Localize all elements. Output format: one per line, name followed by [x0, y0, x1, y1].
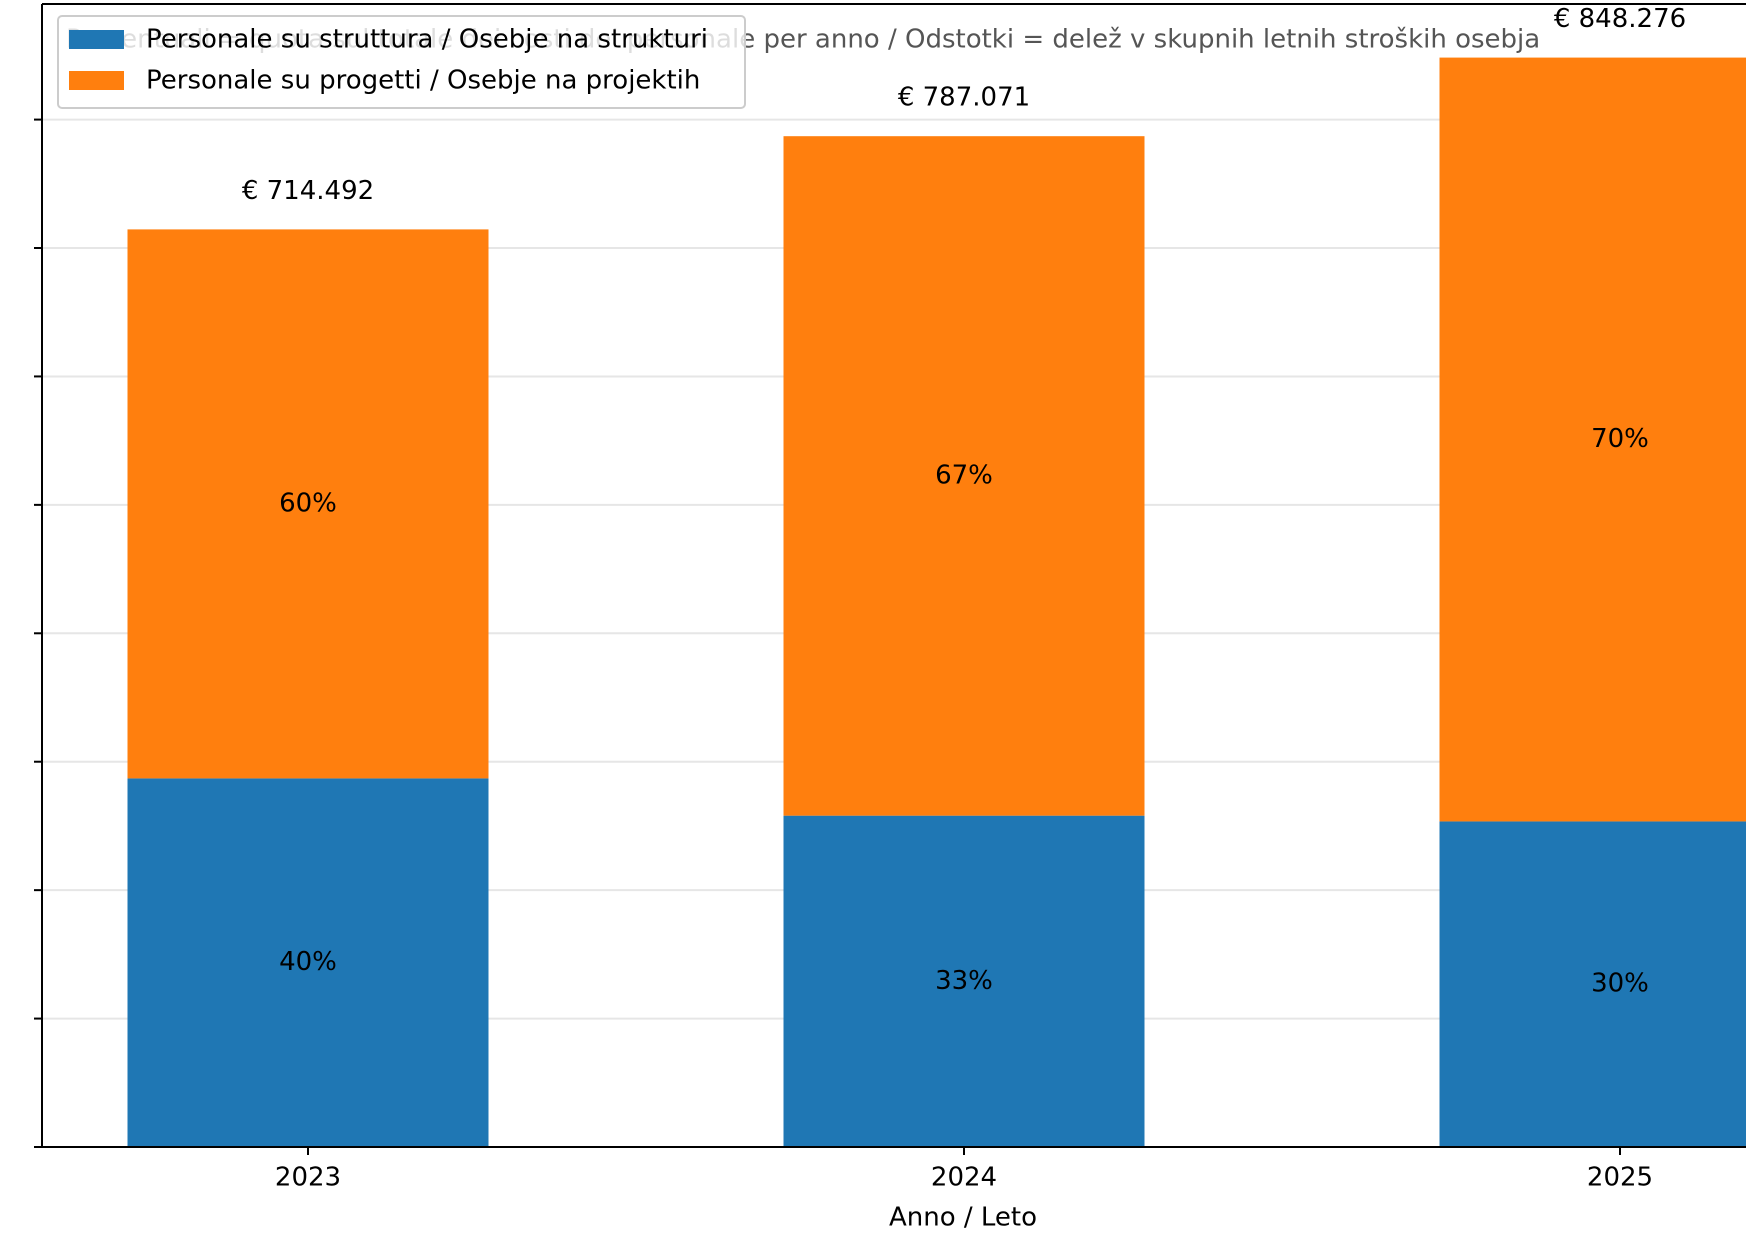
- legend-swatch: [69, 71, 124, 90]
- legend-swatch: [69, 30, 124, 49]
- legend-box: [57, 15, 746, 109]
- x-tick-label: 2025: [1587, 1163, 1653, 1193]
- plot: 40% 60% € 714.492 2023 33% 67% € 787.071 2024 30…: [34, 3, 1746, 1193]
- bar-segment: [1439, 821, 1746, 1147]
- share-label: 70%: [1591, 424, 1649, 454]
- x-tick-label: 2023: [275, 1163, 341, 1193]
- share-label: 40%: [279, 947, 337, 977]
- x-axis-label: Anno / Leto: [889, 1203, 1037, 1233]
- bar-segment: [1439, 57, 1746, 822]
- legend: Personale su struttura / Osebje na struk…: [57, 15, 746, 109]
- total-label: € 787.071: [898, 83, 1030, 113]
- legend-label: Personale su struttura / Osebje na struk…: [146, 25, 708, 55]
- share-label: 30%: [1591, 969, 1649, 999]
- legend-label: Personale su progetti / Osebje na projek…: [146, 66, 700, 96]
- total-label: € 848.276: [1554, 4, 1686, 34]
- bar-segment: [783, 815, 1145, 1147]
- bar-segment: [127, 229, 489, 779]
- bar-segment: [127, 778, 489, 1147]
- share-label: 33%: [935, 966, 993, 996]
- share-label: 60%: [279, 488, 337, 518]
- share-label: 67%: [935, 460, 993, 490]
- bar-segment: [783, 136, 1145, 816]
- x-tick-label: 2024: [931, 1163, 997, 1193]
- total-label: € 714.492: [242, 176, 374, 206]
